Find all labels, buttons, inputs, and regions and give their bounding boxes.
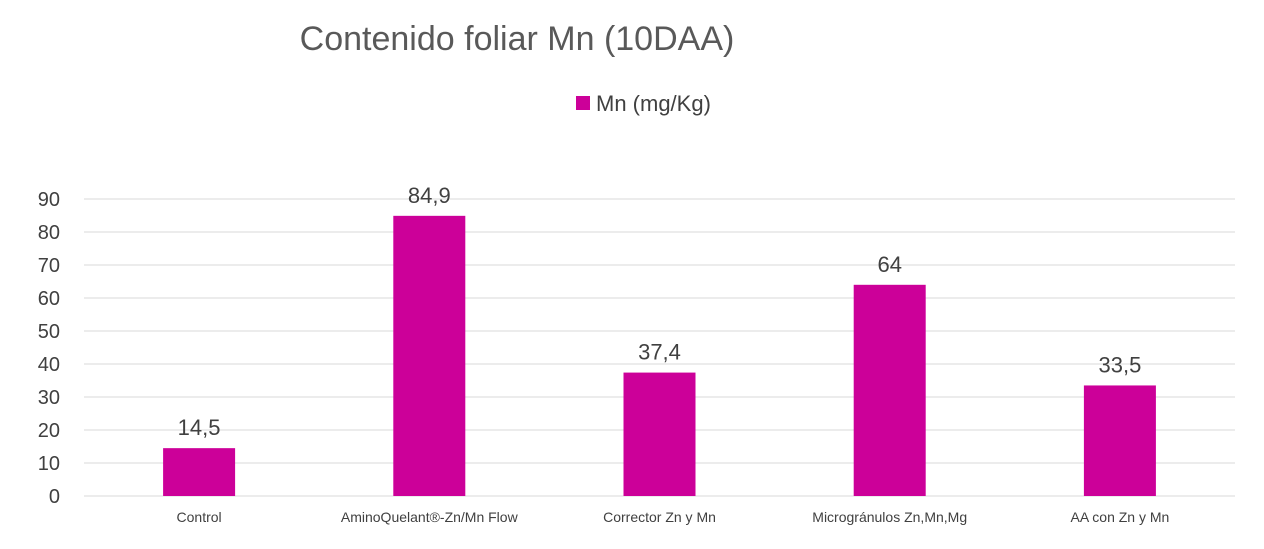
y-tick-label: 60 [38,288,60,310]
y-tick-label: 30 [38,387,60,409]
bar [393,215,466,496]
bars [163,215,1156,496]
legend: Mn (mg/Kg) [576,91,711,116]
data-label: 37,4 [638,340,681,365]
x-category-label: AA con Zn y Mn [1070,509,1169,525]
y-tick-label: 10 [38,453,60,475]
bar [163,448,236,496]
bar [853,284,926,496]
legend-label: Mn (mg/Kg) [596,91,711,116]
data-label: 64 [877,252,901,277]
y-tick-label: 90 [38,189,60,211]
data-label: 33,5 [1098,352,1141,377]
bar [1083,385,1156,496]
x-category-label: Corrector Zn y Mn [603,509,716,525]
x-category-label: Control [177,509,222,525]
legend-swatch [576,96,590,110]
y-tick-label: 70 [38,255,60,277]
data-labels: 14,5 84,9 37,4 64 33,5 [178,183,1142,440]
y-tick-label: 50 [38,321,60,343]
x-axis-categories: Control AminoQuelant®-Zn/Mn Flow Corrector… [177,509,1170,525]
x-category-label: Microgránulos Zn,Mn,Mg [812,509,967,525]
gridlines [84,198,1235,497]
y-tick-label: 80 [38,222,60,244]
y-tick-label: 40 [38,354,60,376]
data-label: 84,9 [408,183,451,208]
chart-title: Contenido foliar Mn (10DAA) [300,20,735,58]
y-tick-label: 20 [38,420,60,442]
bar [623,372,696,496]
y-tick-label: 0 [49,486,60,508]
y-axis-ticks: 0 10 20 30 40 50 60 70 80 90 [38,189,60,508]
x-category-label: AminoQuelant®-Zn/Mn Flow [341,509,519,525]
data-label: 14,5 [178,415,221,440]
